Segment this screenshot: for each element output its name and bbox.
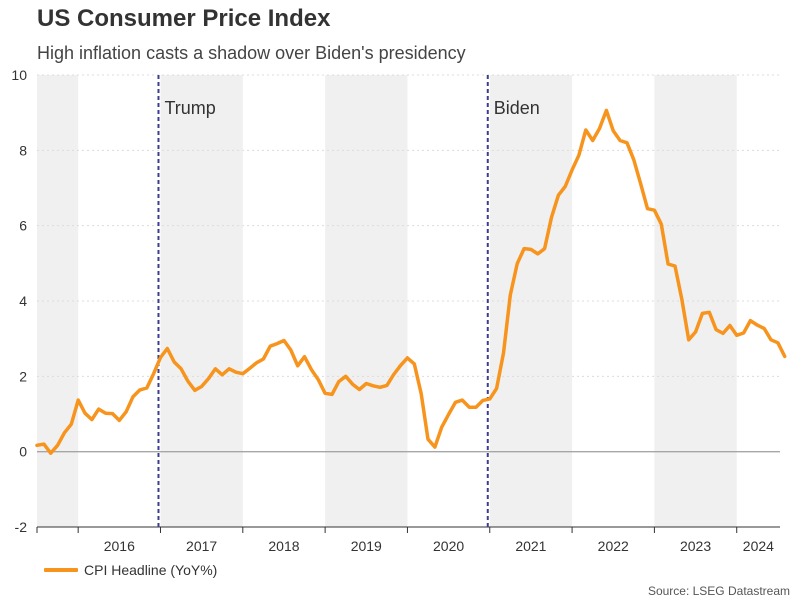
shaded-year-band <box>654 75 737 527</box>
chart-title: US Consumer Price Index <box>37 5 331 32</box>
x-tick-label: 2023 <box>680 538 711 554</box>
x-tick-label: 2019 <box>351 538 382 554</box>
chart-subtitle: High inflation casts a shadow over Biden… <box>37 43 466 63</box>
source-note: Source: LSEG Datastream <box>647 584 790 598</box>
y-tick-label: 8 <box>19 142 27 158</box>
y-tick-label: 10 <box>11 67 27 83</box>
x-tick-label: 2022 <box>598 538 629 554</box>
y-tick-label: 2 <box>19 368 27 384</box>
x-tick-label: 2016 <box>104 538 135 554</box>
x-tick-label: 2018 <box>268 538 299 554</box>
y-tick-label: 4 <box>19 293 27 309</box>
y-tick-label: 0 <box>19 444 27 460</box>
chart-legend: CPI Headline (YoY%) <box>44 561 217 579</box>
y-tick-label: -2 <box>15 519 28 535</box>
x-tick-label: 2017 <box>186 538 217 554</box>
x-tick-label: 2021 <box>515 538 546 554</box>
annotation-label: Biden <box>494 98 540 118</box>
x-tick-label: 2020 <box>433 538 464 554</box>
x-tick-label: 2024 <box>743 538 774 554</box>
annotation-label: Trump <box>164 98 215 118</box>
cpi-headline-line <box>35 108 787 455</box>
legend-swatch <box>44 568 78 572</box>
y-tick-label: 6 <box>19 218 27 234</box>
legend-label: CPI Headline (YoY%) <box>84 562 218 578</box>
